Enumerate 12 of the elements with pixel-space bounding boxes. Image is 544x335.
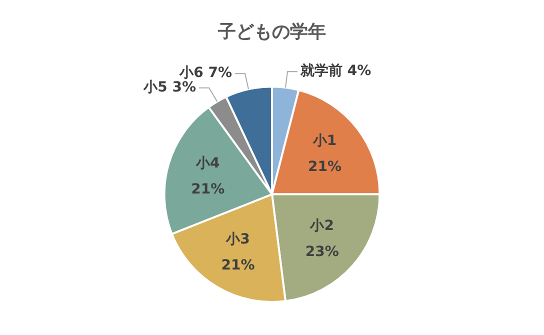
chart-title: 子どもの学年	[217, 21, 326, 42]
data-label: 23%	[305, 244, 339, 260]
slice-label: 就学前 4%	[300, 63, 372, 80]
data-label: 21%	[308, 159, 342, 176]
slice-label: 小5 3%	[142, 79, 196, 96]
data-label: 21%	[221, 257, 255, 274]
slice-label: 小2	[309, 218, 334, 234]
slice-label: 小1	[312, 133, 337, 150]
slice-label: 小4	[195, 155, 220, 172]
slice-label: 小3	[225, 231, 250, 248]
slice-label: 小6 7%	[178, 65, 232, 82]
data-label: 21%	[191, 181, 225, 198]
